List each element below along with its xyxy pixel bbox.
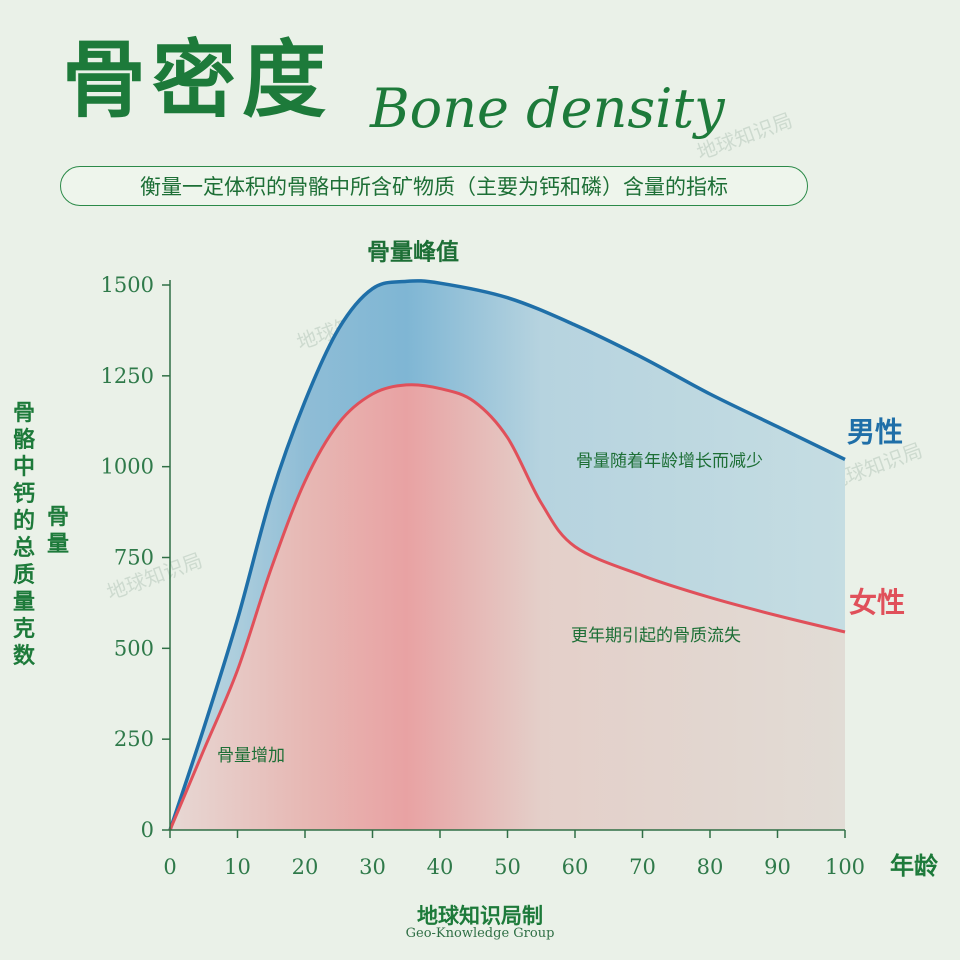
y-tick-label: 1250: [101, 364, 154, 388]
y-tick-label: 750: [114, 546, 154, 570]
subtitle-text: 衡量一定体积的骨骼中所含矿物质（主要为钙和磷）含量的指标: [140, 175, 728, 199]
x-tick-label: 80: [697, 855, 724, 879]
female-area-fill: [170, 384, 845, 830]
female-series-line: [168, 383, 846, 831]
x-tick-label: 40: [427, 855, 454, 879]
x-tick-label: 60: [562, 855, 589, 879]
y-tick-label: 250: [114, 727, 154, 751]
x-tick-label: 50: [494, 855, 521, 879]
subtitle-pill: 衡量一定体积的骨骼中所含矿物质（主要为钙和磷）含量的指标: [60, 166, 808, 206]
x-tick-label: 90: [764, 855, 791, 879]
y-tick-label: 1000: [101, 455, 154, 479]
y-axis-label-short: 骨量: [46, 505, 69, 557]
y-tick-label: 500: [114, 636, 154, 660]
y-axis-label-long: 骨骼中钙的总质量克数: [12, 401, 35, 669]
male-series-line: [168, 279, 846, 831]
page-title-english: Bone density: [370, 77, 725, 140]
x-tick-label: 20: [292, 855, 319, 879]
y-tick-label: 1500: [101, 273, 154, 297]
legend-female: 女性: [849, 586, 905, 619]
x-axis-label: 年龄: [890, 852, 939, 880]
x-tick-label: 0: [163, 855, 176, 879]
peak-bone-mass-label: 骨量峰值: [367, 239, 459, 266]
credit-english: Geo-Knowledge Group: [405, 926, 555, 941]
bone-decline-label: 骨量随着年龄增长而减少: [576, 452, 763, 472]
credit-chinese: 地球知识局制: [417, 904, 543, 928]
page-title: 骨密度: [62, 30, 333, 129]
x-tick-label: 10: [224, 855, 251, 879]
y-tick-label: 0: [141, 818, 154, 842]
bone-increase-label: 骨量增加: [217, 746, 285, 766]
menopause-loss-label: 更年期引起的骨质流失: [571, 626, 741, 646]
x-tick-label: 30: [359, 855, 386, 879]
watermark-text: 地球知识局: [694, 108, 796, 165]
x-tick-label: 100: [825, 855, 865, 879]
legend-male: 男性: [847, 415, 903, 448]
x-tick-label: 70: [629, 855, 656, 879]
